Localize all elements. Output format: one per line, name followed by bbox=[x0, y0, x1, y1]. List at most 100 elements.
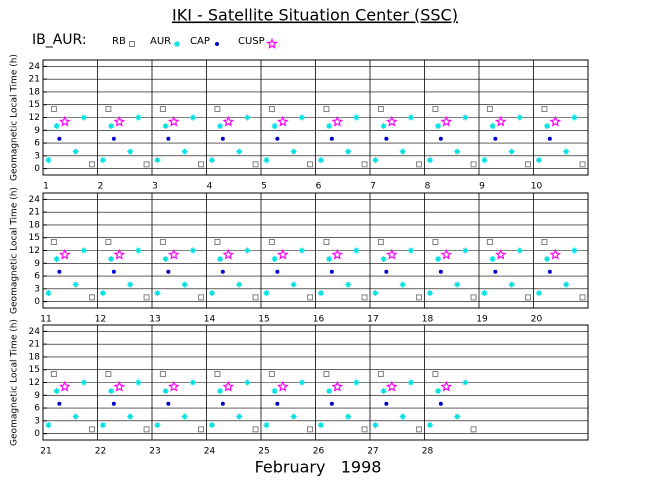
point-asterisk bbox=[72, 281, 79, 288]
point-asterisk bbox=[135, 247, 142, 254]
point-square bbox=[50, 105, 57, 112]
point-asterisk bbox=[317, 157, 324, 164]
x-tick-label: 14 bbox=[204, 315, 216, 325]
point-dot bbox=[329, 401, 334, 406]
point-asterisk bbox=[162, 256, 169, 263]
point-square bbox=[377, 105, 384, 112]
legend-label: CUSP bbox=[238, 36, 265, 47]
point-square bbox=[143, 294, 150, 301]
point-dot bbox=[57, 269, 62, 274]
x-axis-label: February 1998 bbox=[255, 458, 382, 477]
y-tick-label: 12 bbox=[29, 378, 40, 388]
point-square bbox=[525, 294, 532, 301]
point-square bbox=[143, 426, 150, 433]
point-square bbox=[307, 426, 314, 433]
point-asterisk bbox=[353, 247, 360, 254]
x-tick-label: 21 bbox=[40, 447, 51, 457]
point-star bbox=[331, 248, 344, 260]
point-star bbox=[277, 248, 289, 260]
y-tick-label: 24 bbox=[29, 327, 41, 337]
point-square bbox=[323, 370, 330, 377]
legend-marker bbox=[266, 37, 278, 49]
point-square bbox=[307, 294, 314, 301]
point-dot bbox=[384, 136, 389, 141]
point-square bbox=[252, 294, 259, 301]
point-star bbox=[113, 115, 126, 127]
point-square bbox=[143, 161, 150, 168]
point-asterisk bbox=[380, 123, 387, 130]
point-star bbox=[495, 115, 507, 127]
point-square bbox=[89, 161, 96, 168]
point-square bbox=[416, 426, 423, 433]
point-asterisk bbox=[535, 290, 542, 297]
point-asterisk bbox=[53, 388, 60, 395]
point-asterisk bbox=[217, 388, 224, 395]
point-square bbox=[361, 426, 368, 433]
point-square bbox=[416, 294, 423, 301]
point-asterisk bbox=[571, 114, 578, 121]
x-tick-label: 3 bbox=[152, 182, 158, 192]
x-tick-label: 13 bbox=[149, 315, 160, 325]
point-square bbox=[377, 238, 384, 245]
y-tick-label: 21 bbox=[29, 340, 40, 350]
point-asterisk bbox=[298, 114, 305, 121]
point-dot bbox=[166, 136, 171, 141]
point-square bbox=[486, 105, 493, 112]
point-asterisk bbox=[99, 157, 106, 164]
x-tick-label: 17 bbox=[367, 315, 378, 325]
point-asterisk bbox=[236, 413, 243, 420]
point-square bbox=[541, 105, 548, 112]
point-asterisk bbox=[99, 290, 106, 297]
point-dot bbox=[384, 401, 389, 406]
legend-marker bbox=[174, 41, 180, 47]
x-tick-label: 5 bbox=[261, 182, 267, 192]
point-square bbox=[307, 161, 314, 168]
point-asterisk bbox=[135, 379, 142, 386]
point-dot bbox=[275, 136, 280, 141]
point-asterisk bbox=[372, 290, 379, 297]
point-asterisk bbox=[353, 379, 360, 386]
point-square bbox=[268, 238, 275, 245]
point-star bbox=[222, 380, 235, 392]
point-asterisk bbox=[263, 422, 270, 429]
point-asterisk bbox=[563, 148, 570, 155]
point-asterisk bbox=[80, 379, 87, 386]
point-square bbox=[541, 238, 548, 245]
point-dot bbox=[220, 136, 225, 141]
point-dot bbox=[57, 401, 62, 406]
point-square bbox=[198, 426, 205, 433]
point-star bbox=[113, 248, 126, 260]
point-dot bbox=[220, 269, 225, 274]
point-dot bbox=[438, 401, 443, 406]
point-square bbox=[50, 238, 57, 245]
point-asterisk bbox=[208, 290, 215, 297]
point-square bbox=[159, 105, 166, 112]
point-asterisk bbox=[345, 413, 352, 420]
x-tick-label: 18 bbox=[422, 315, 434, 325]
point-dot bbox=[493, 269, 498, 274]
x-tick-label: 28 bbox=[422, 447, 434, 457]
point-asterisk bbox=[516, 247, 523, 254]
point-asterisk bbox=[208, 157, 215, 164]
point-asterisk bbox=[481, 290, 488, 297]
y-tick-label: 3 bbox=[34, 284, 40, 294]
point-asterisk bbox=[53, 123, 60, 130]
y-axis-label: Geomagnetic Local Time (h) bbox=[10, 187, 20, 314]
legend-label: CAP bbox=[190, 36, 210, 47]
point-asterisk bbox=[435, 123, 442, 130]
x-tick-label: 23 bbox=[149, 447, 160, 457]
x-tick-label: 11 bbox=[40, 315, 51, 325]
legend-label: RB bbox=[112, 36, 126, 47]
x-tick-label: 9 bbox=[479, 182, 485, 192]
point-dot bbox=[220, 401, 225, 406]
point-star bbox=[168, 380, 180, 392]
point-asterisk bbox=[208, 422, 215, 429]
point-dot bbox=[111, 401, 116, 406]
point-star bbox=[495, 248, 507, 260]
x-tick-label: 25 bbox=[258, 447, 269, 457]
point-asterisk bbox=[426, 422, 433, 429]
x-tick-label: 1 bbox=[43, 182, 49, 192]
x-tick-label: 26 bbox=[313, 447, 325, 457]
point-asterisk bbox=[372, 422, 379, 429]
chart-title: IKI - Satellite Situation Center (SSC) bbox=[172, 6, 458, 25]
